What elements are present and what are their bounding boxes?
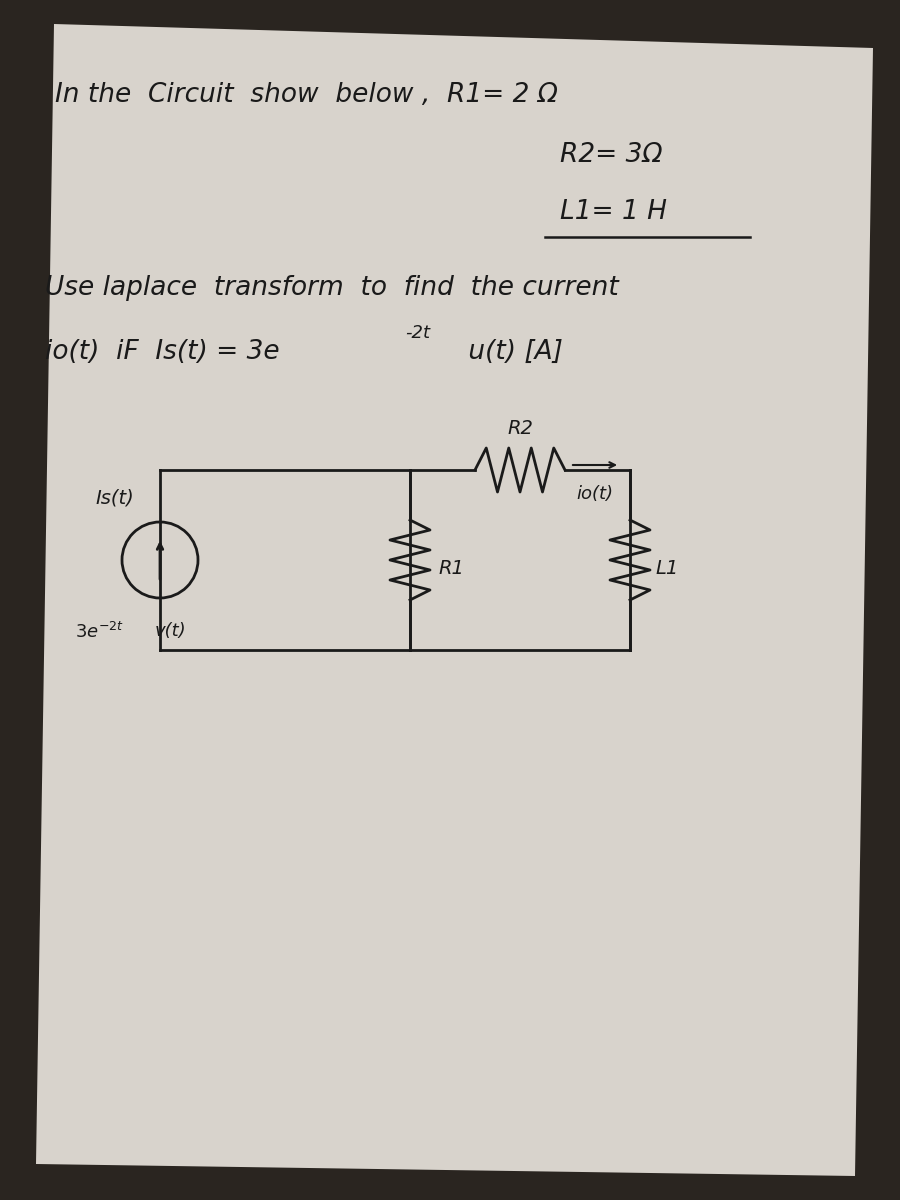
Polygon shape — [36, 24, 873, 1176]
Text: Is(t): Is(t) — [95, 488, 134, 508]
Text: R1: R1 — [438, 558, 464, 577]
Text: L1= 1 H: L1= 1 H — [560, 199, 667, 224]
Text: u(t) [A]: u(t) [A] — [460, 338, 562, 365]
Text: -2t: -2t — [405, 324, 430, 342]
Text: In the  Circuit  show  below ,  R1= 2 Ω: In the Circuit show below , R1= 2 Ω — [55, 82, 558, 108]
Text: Use laplace  transform  to  find  the current: Use laplace transform to find the curren… — [45, 275, 619, 301]
Text: $3e^{-2t}$: $3e^{-2t}$ — [75, 622, 124, 642]
Text: io(t)  iF  Is(t) = 3e: io(t) iF Is(t) = 3e — [45, 338, 280, 365]
Text: R2: R2 — [507, 419, 533, 438]
Text: L1: L1 — [655, 558, 679, 577]
Text: R2= 3Ω: R2= 3Ω — [560, 142, 662, 168]
Text: v(t): v(t) — [155, 622, 186, 640]
Text: io(t): io(t) — [577, 485, 614, 503]
